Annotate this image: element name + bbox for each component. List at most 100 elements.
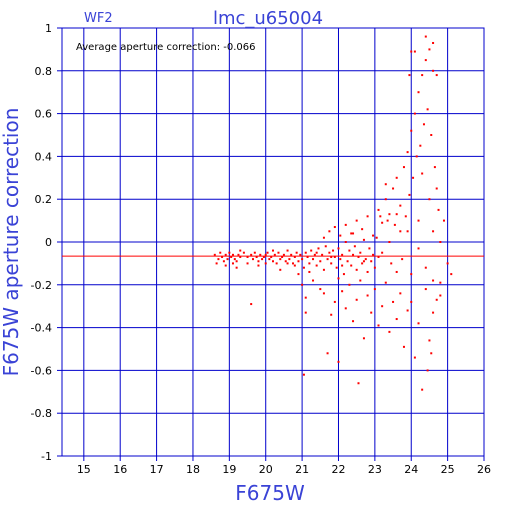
data-point <box>355 219 358 222</box>
data-point <box>250 303 253 306</box>
data-point <box>281 255 284 258</box>
data-point <box>275 262 278 265</box>
data-point <box>366 294 369 297</box>
data-point <box>288 258 291 261</box>
data-point <box>430 352 433 355</box>
data-point <box>230 255 233 258</box>
data-point <box>215 262 218 265</box>
data-point <box>219 251 222 254</box>
data-point <box>366 215 369 218</box>
data-point <box>259 253 262 256</box>
data-point <box>424 59 427 62</box>
data-point <box>417 219 420 222</box>
data-point <box>362 337 365 340</box>
data-point <box>368 247 371 250</box>
data-point <box>379 215 382 218</box>
data-point <box>428 339 431 342</box>
data-point <box>361 228 364 231</box>
data-point <box>417 91 420 94</box>
chart-title: lmc_u65004 <box>213 8 323 29</box>
data-point <box>415 155 418 158</box>
data-point <box>432 41 435 44</box>
data-point <box>446 262 449 265</box>
x-tick-label: 25 <box>441 463 455 476</box>
data-point <box>312 258 315 261</box>
data-point <box>393 223 396 226</box>
x-tick-label: 16 <box>113 463 127 476</box>
data-point <box>424 266 427 269</box>
data-point <box>413 356 416 359</box>
data-point <box>284 260 287 263</box>
data-point <box>377 255 380 258</box>
data-point <box>399 230 402 233</box>
data-point <box>417 322 420 325</box>
data-point <box>412 176 415 179</box>
data-point <box>328 251 331 254</box>
data-point <box>406 230 409 233</box>
x-tick-label: 24 <box>404 463 418 476</box>
data-point <box>381 251 384 254</box>
data-point <box>392 187 395 190</box>
data-point <box>255 255 258 258</box>
data-point <box>384 183 387 186</box>
data-point <box>235 260 238 263</box>
data-point <box>337 247 340 250</box>
data-point <box>304 296 307 299</box>
data-point <box>326 352 329 355</box>
data-point <box>279 258 282 261</box>
data-point <box>439 281 442 284</box>
data-point <box>322 292 325 295</box>
data-point <box>295 251 298 254</box>
data-point <box>335 266 338 269</box>
data-point <box>372 253 375 256</box>
y-axis-title: F675W aperture correction <box>0 108 23 377</box>
data-point <box>302 266 305 269</box>
data-point <box>432 69 435 72</box>
data-point <box>428 48 431 51</box>
y-tick-label: 1 <box>45 22 52 35</box>
data-point <box>421 388 424 391</box>
data-point <box>392 300 395 303</box>
data-point <box>350 232 353 235</box>
data-point <box>246 255 249 258</box>
data-point <box>357 255 360 258</box>
data-point <box>395 176 398 179</box>
data-point <box>286 249 289 252</box>
data-point <box>308 262 311 265</box>
data-point <box>426 369 429 372</box>
data-point <box>435 187 438 190</box>
average-correction-annotation: Average aperture correction: -0.066 <box>76 42 256 53</box>
data-point <box>304 251 307 254</box>
data-point <box>406 309 409 312</box>
data-point <box>292 262 295 265</box>
data-point <box>361 262 364 265</box>
data-point <box>417 247 420 250</box>
y-tick-label: -0.4 <box>31 322 52 335</box>
data-point <box>432 279 435 282</box>
data-point <box>313 253 316 256</box>
data-point <box>282 253 285 256</box>
data-point <box>239 249 242 252</box>
data-point <box>270 255 273 258</box>
data-point <box>299 253 302 256</box>
data-point <box>355 298 358 301</box>
data-point <box>239 255 242 258</box>
data-point <box>372 234 375 237</box>
data-point <box>433 166 436 169</box>
data-point <box>384 198 387 201</box>
data-point <box>364 258 367 261</box>
data-point <box>435 298 438 301</box>
data-point <box>339 258 342 261</box>
data-point <box>388 241 391 243</box>
data-point <box>375 236 378 239</box>
data-point <box>330 262 333 265</box>
data-point <box>257 264 260 267</box>
grid-lines <box>62 28 484 456</box>
data-point <box>359 279 362 282</box>
y-tick-label: 0.2 <box>35 193 53 206</box>
data-point <box>390 262 393 265</box>
data-point <box>410 273 413 276</box>
data-point <box>306 255 309 258</box>
data-point <box>344 241 347 243</box>
data-point <box>399 204 402 207</box>
